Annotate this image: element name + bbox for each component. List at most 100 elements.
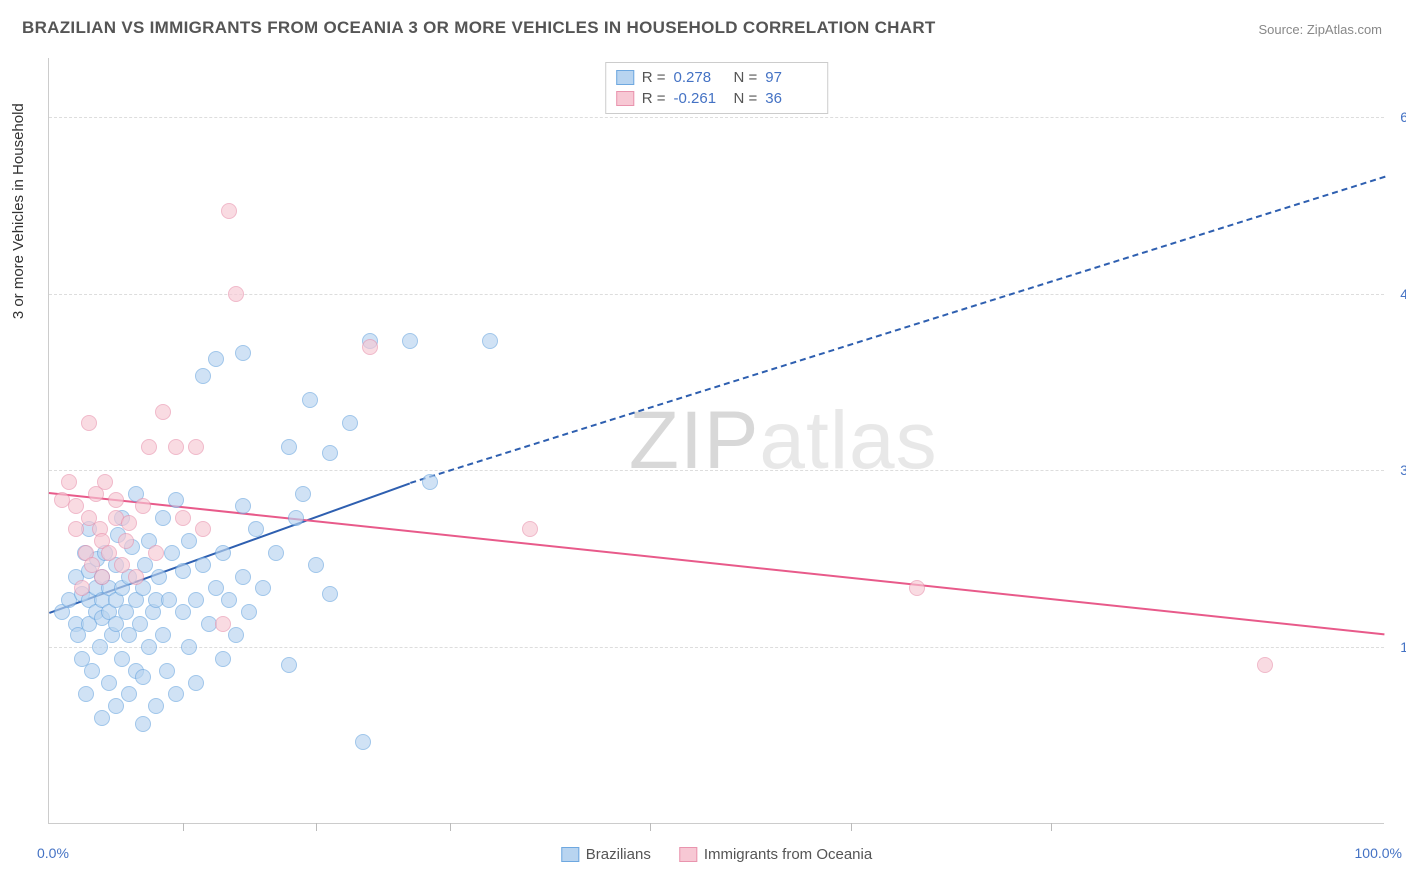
data-point [141,639,157,655]
data-point [108,492,124,508]
r-value: -0.261 [674,90,726,107]
data-point [188,675,204,691]
data-point [114,651,130,667]
legend-item: Immigrants from Oceania [679,846,872,863]
data-point [121,686,137,702]
data-point [118,533,134,549]
data-point [342,415,358,431]
x-tick [851,823,852,831]
data-point [188,439,204,455]
data-point [355,734,371,750]
data-point [195,557,211,573]
data-point [155,627,171,643]
data-point [148,545,164,561]
data-point [909,580,925,596]
data-point [322,445,338,461]
data-point [235,345,251,361]
x-axis-max-label: 100.0% [1355,845,1402,861]
n-label: N = [734,69,758,86]
series-swatch [616,91,634,106]
data-point [78,686,94,702]
data-point [308,557,324,573]
watermark: ZIPatlas [629,394,938,488]
data-point [221,203,237,219]
data-point [195,368,211,384]
data-point [181,639,197,655]
data-point [215,651,231,667]
data-point [155,404,171,420]
data-point [188,592,204,608]
data-point [168,492,184,508]
data-point [151,569,167,585]
n-value: 97 [765,69,817,86]
data-point [61,474,77,490]
data-point [132,616,148,632]
data-point [195,521,211,537]
data-point [362,339,378,355]
data-point [161,592,177,608]
gridline [49,294,1384,295]
data-point [74,580,90,596]
data-point [281,657,297,673]
data-point [114,557,130,573]
data-point [228,627,244,643]
x-tick [450,823,451,831]
data-point [228,286,244,302]
legend: BraziliansImmigrants from Oceania [561,846,872,863]
legend-label: Immigrants from Oceania [704,846,872,863]
data-point [108,698,124,714]
data-point [208,351,224,367]
data-point [135,669,151,685]
data-point [248,521,264,537]
data-point [135,498,151,514]
data-point [168,686,184,702]
x-tick [1051,823,1052,831]
data-point [235,569,251,585]
stats-row: R =-0.261N =36 [616,88,818,109]
x-tick [183,823,184,831]
data-point [215,545,231,561]
data-point [175,510,191,526]
data-point [422,474,438,490]
r-label: R = [642,90,666,107]
data-point [302,392,318,408]
data-point [84,663,100,679]
data-point [159,663,175,679]
data-point [522,521,538,537]
data-point [295,486,311,502]
data-point [128,569,144,585]
x-axis-min-label: 0.0% [37,845,69,861]
y-axis-label: 3 or more Vehicles in Household [10,0,27,594]
data-point [235,498,251,514]
legend-swatch [561,847,579,862]
data-point [68,498,84,514]
x-tick [650,823,651,831]
data-point [92,639,108,655]
data-point [482,333,498,349]
data-point [164,545,180,561]
gridline [49,647,1384,648]
data-point [94,569,110,585]
data-point [175,604,191,620]
series-swatch [616,70,634,85]
data-point [135,716,151,732]
scatter-plot-area: ZIPatlas R =0.278N =97R =-0.261N =36 0.0… [48,58,1384,824]
stats-row: R =0.278N =97 [616,67,818,88]
data-point [155,510,171,526]
data-point [255,580,271,596]
data-point [168,439,184,455]
data-point [148,698,164,714]
data-point [181,533,197,549]
data-point [141,439,157,455]
data-point [402,333,418,349]
data-point [101,675,117,691]
data-point [81,415,97,431]
data-point [241,604,257,620]
data-point [221,592,237,608]
data-point [1257,657,1273,673]
data-point [94,710,110,726]
source-attribution: Source: ZipAtlas.com [1258,22,1382,37]
data-point [268,545,284,561]
y-tick-label: 45.0% [1400,286,1406,302]
data-point [208,580,224,596]
